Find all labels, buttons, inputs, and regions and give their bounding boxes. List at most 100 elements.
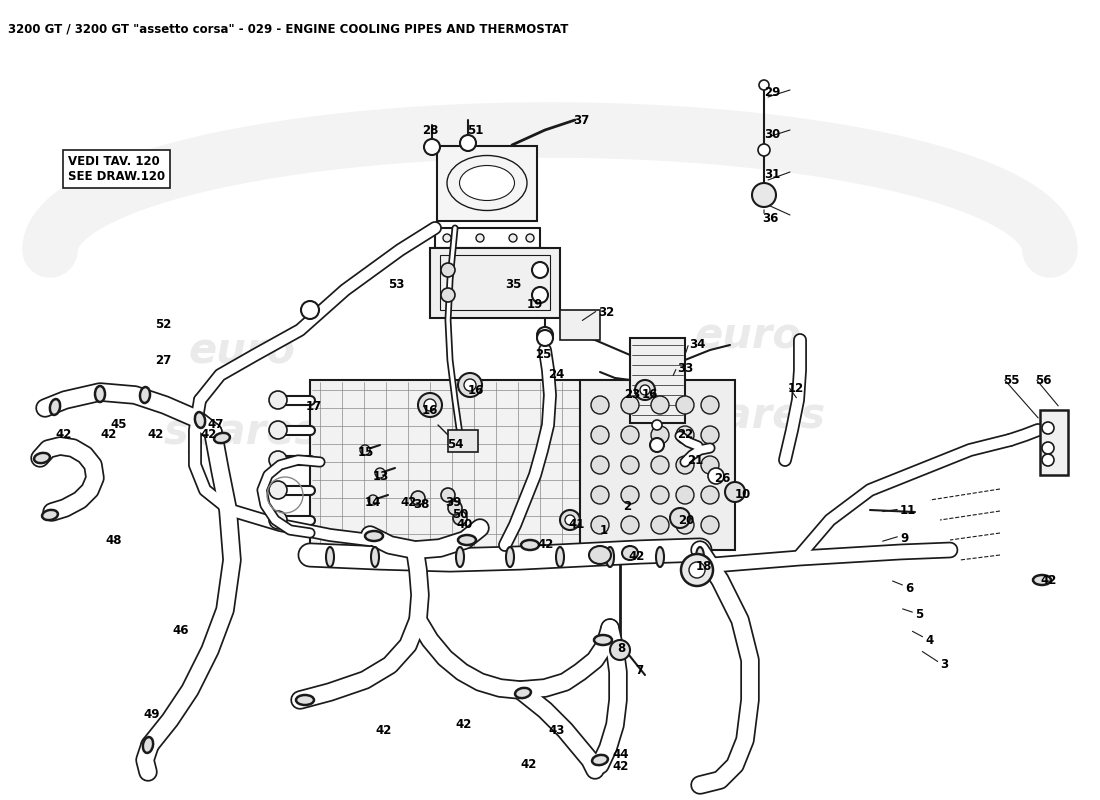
Text: 49: 49 xyxy=(143,707,160,721)
Bar xyxy=(580,380,735,550)
Text: 31: 31 xyxy=(764,169,780,182)
Text: euro: euro xyxy=(188,331,296,373)
Text: 10: 10 xyxy=(735,487,751,501)
Text: 25: 25 xyxy=(535,349,551,362)
Circle shape xyxy=(701,486,719,504)
Text: 42: 42 xyxy=(100,429,117,442)
Circle shape xyxy=(441,488,455,502)
Circle shape xyxy=(610,640,630,660)
Text: 34: 34 xyxy=(689,338,705,351)
Circle shape xyxy=(621,456,639,474)
Circle shape xyxy=(375,468,385,478)
Text: 23: 23 xyxy=(624,389,640,402)
Circle shape xyxy=(460,135,476,151)
Circle shape xyxy=(670,508,690,528)
Ellipse shape xyxy=(296,695,314,705)
Text: 44: 44 xyxy=(612,749,628,762)
Circle shape xyxy=(591,456,609,474)
Text: 42: 42 xyxy=(55,429,72,442)
Circle shape xyxy=(651,396,669,414)
Text: 27: 27 xyxy=(155,354,172,366)
Text: 42: 42 xyxy=(375,723,392,737)
Ellipse shape xyxy=(42,510,58,520)
Ellipse shape xyxy=(1033,575,1050,585)
Circle shape xyxy=(701,426,719,444)
Text: 33: 33 xyxy=(676,362,693,375)
Circle shape xyxy=(640,385,650,395)
Text: 30: 30 xyxy=(764,129,780,142)
Bar xyxy=(560,310,600,340)
Text: 2: 2 xyxy=(623,499,631,513)
Text: 14: 14 xyxy=(365,495,382,509)
Circle shape xyxy=(1042,454,1054,466)
Circle shape xyxy=(621,396,639,414)
Text: 29: 29 xyxy=(764,86,780,98)
Circle shape xyxy=(458,373,482,397)
Ellipse shape xyxy=(458,535,476,545)
Circle shape xyxy=(621,486,639,504)
Text: 16: 16 xyxy=(468,383,484,397)
Circle shape xyxy=(591,426,609,444)
Text: 3: 3 xyxy=(940,658,948,671)
Circle shape xyxy=(591,486,609,504)
Ellipse shape xyxy=(447,155,527,210)
Circle shape xyxy=(701,516,719,534)
Circle shape xyxy=(368,495,378,505)
Text: 54: 54 xyxy=(447,438,463,451)
Circle shape xyxy=(443,234,451,242)
Ellipse shape xyxy=(515,688,531,698)
Text: 19: 19 xyxy=(527,298,543,310)
Circle shape xyxy=(676,486,694,504)
Text: 42: 42 xyxy=(537,538,553,551)
Text: 12: 12 xyxy=(788,382,804,394)
Text: 21: 21 xyxy=(688,454,703,467)
Circle shape xyxy=(1042,442,1054,454)
Ellipse shape xyxy=(460,166,515,201)
Circle shape xyxy=(537,330,553,346)
Circle shape xyxy=(418,393,442,417)
Text: 15: 15 xyxy=(358,446,374,458)
Circle shape xyxy=(651,456,669,474)
Circle shape xyxy=(676,516,694,534)
Text: 20: 20 xyxy=(678,514,694,526)
Circle shape xyxy=(725,482,745,502)
Text: 35: 35 xyxy=(505,278,521,290)
Ellipse shape xyxy=(371,547,380,567)
Text: 42: 42 xyxy=(612,761,628,774)
Text: spares: spares xyxy=(670,395,826,437)
Text: 48: 48 xyxy=(104,534,121,546)
Bar xyxy=(430,248,560,318)
Text: 55: 55 xyxy=(1003,374,1020,386)
Text: 5: 5 xyxy=(915,609,923,622)
Bar xyxy=(440,255,550,310)
Text: 9: 9 xyxy=(900,531,909,545)
Circle shape xyxy=(758,144,770,156)
Circle shape xyxy=(532,262,548,278)
Circle shape xyxy=(676,396,694,414)
Circle shape xyxy=(301,301,319,319)
Ellipse shape xyxy=(326,547,334,567)
Text: 26: 26 xyxy=(714,471,730,485)
Text: 6: 6 xyxy=(905,582,913,594)
Circle shape xyxy=(701,396,719,414)
Ellipse shape xyxy=(621,546,638,560)
Text: 39: 39 xyxy=(446,495,461,509)
Circle shape xyxy=(651,486,669,504)
Circle shape xyxy=(270,391,287,409)
Ellipse shape xyxy=(34,453,50,463)
Circle shape xyxy=(759,80,769,90)
Text: 18: 18 xyxy=(696,561,713,574)
Text: 42: 42 xyxy=(520,758,537,771)
Text: 7: 7 xyxy=(635,663,643,677)
Text: 56: 56 xyxy=(1035,374,1052,386)
Text: 1: 1 xyxy=(600,523,608,537)
Circle shape xyxy=(270,451,287,469)
Text: 8: 8 xyxy=(617,642,625,655)
Text: 40: 40 xyxy=(456,518,472,531)
Text: 50: 50 xyxy=(452,509,469,522)
Text: 17: 17 xyxy=(306,401,322,414)
Text: 28: 28 xyxy=(422,123,439,137)
Ellipse shape xyxy=(696,547,704,567)
Circle shape xyxy=(621,426,639,444)
Text: 47: 47 xyxy=(207,418,223,431)
